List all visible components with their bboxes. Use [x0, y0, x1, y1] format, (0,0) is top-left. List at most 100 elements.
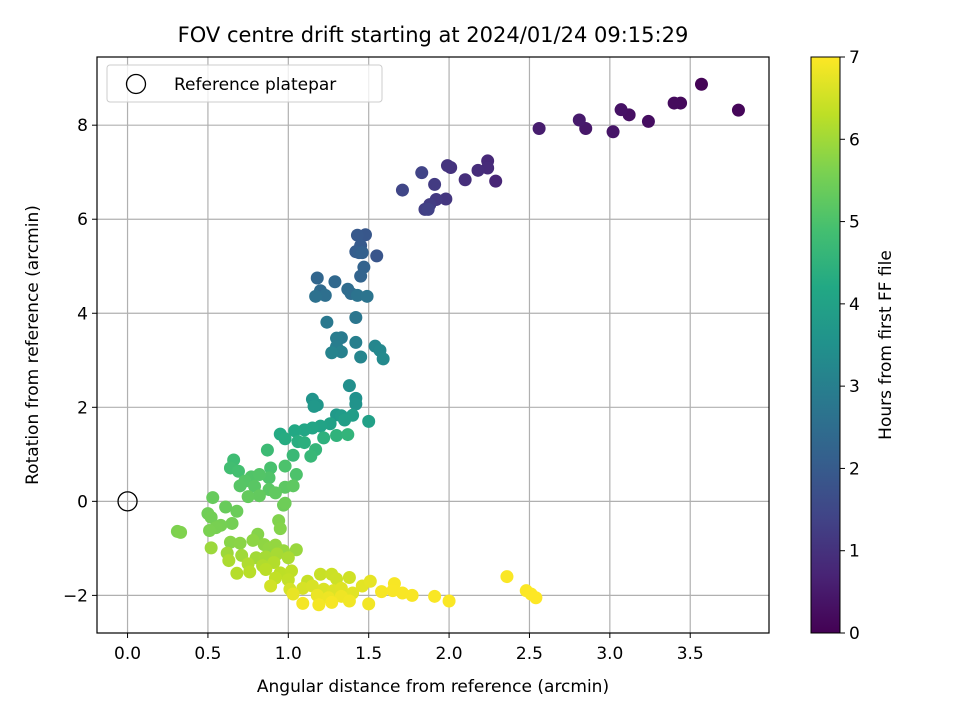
colorbar-tick-label: 0	[849, 624, 860, 644]
data-point	[230, 566, 244, 580]
y-axis-label: Rotation from reference (arcmin)	[23, 205, 43, 485]
data-point	[278, 459, 292, 473]
data-point	[489, 174, 503, 188]
data-point	[259, 563, 273, 577]
data-point	[334, 345, 348, 359]
data-point	[330, 429, 344, 443]
data-point	[278, 496, 292, 510]
data-point	[264, 461, 278, 475]
data-point	[233, 536, 247, 550]
data-point	[342, 594, 356, 608]
data-point	[204, 510, 218, 524]
data-point	[252, 489, 266, 503]
x-tick-label: 1.0	[275, 644, 302, 664]
data-point	[354, 350, 368, 364]
data-point	[355, 246, 369, 260]
data-point	[731, 103, 745, 117]
data-point	[203, 523, 217, 537]
data-point	[375, 585, 389, 599]
data-point	[421, 202, 435, 216]
data-point	[395, 183, 409, 197]
x-tick-label: 1.5	[355, 644, 382, 664]
data-point	[268, 486, 282, 500]
data-point	[405, 588, 419, 602]
data-point	[529, 591, 543, 605]
x-tick-label: 3.5	[677, 644, 704, 664]
x-tick-label: 0.5	[194, 644, 221, 664]
data-point	[694, 77, 708, 91]
data-point	[328, 275, 342, 289]
y-tick-label: 2	[77, 398, 88, 418]
data-points	[170, 77, 745, 612]
data-point	[428, 589, 442, 603]
data-point	[349, 310, 363, 324]
data-point	[288, 424, 302, 438]
chart-title: FOV centre drift starting at 2024/01/24 …	[178, 23, 689, 47]
data-point	[641, 114, 655, 128]
legend: Reference platepar	[106, 64, 383, 103]
data-point	[219, 500, 233, 514]
data-point	[325, 595, 339, 609]
data-point	[442, 594, 456, 608]
data-point	[312, 598, 326, 612]
data-point	[354, 269, 368, 283]
data-point	[289, 543, 303, 557]
colorbar-tick-label: 6	[849, 130, 860, 150]
legend-box	[106, 64, 383, 103]
data-point	[309, 289, 323, 303]
data-point	[428, 177, 442, 191]
data-point	[350, 288, 364, 302]
data-point	[241, 490, 255, 504]
reference-platepar-marker	[117, 491, 138, 512]
data-point	[338, 413, 352, 427]
data-point	[606, 125, 620, 139]
colorbar-tick-label: 2	[849, 459, 860, 479]
data-point	[325, 346, 339, 360]
data-point	[278, 432, 292, 446]
data-point	[313, 567, 327, 581]
data-point	[440, 159, 454, 173]
plot-area-frame	[96, 56, 770, 634]
data-point	[376, 352, 390, 366]
data-point	[223, 535, 237, 549]
data-point	[362, 597, 376, 611]
colorbar-tick-label: 4	[849, 295, 860, 315]
data-point	[286, 587, 300, 601]
data-point	[362, 414, 376, 428]
data-point	[439, 192, 453, 206]
data-point	[286, 479, 300, 493]
y-tick-label: −2	[63, 586, 88, 606]
data-point	[307, 399, 321, 413]
data-point	[243, 565, 257, 579]
legend-marker-icon	[125, 73, 147, 95]
colorbar-tick-label: 1	[849, 542, 860, 562]
data-point	[349, 397, 363, 411]
x-tick-label: 0.0	[114, 644, 141, 664]
data-point	[264, 579, 278, 593]
data-point	[349, 335, 363, 349]
data-point	[233, 479, 247, 493]
data-point	[458, 173, 472, 187]
x-axis-label: Angular distance from reference (arcmin)	[257, 677, 609, 697]
data-point	[296, 596, 310, 610]
data-point	[614, 103, 628, 117]
colorbar-gradient	[810, 56, 841, 634]
data-point	[260, 443, 274, 457]
data-point	[318, 288, 332, 302]
data-point	[297, 436, 311, 450]
legend-entry-reference-platepar: Reference platepar	[174, 75, 336, 95]
data-point	[500, 570, 514, 584]
colorbar-tick-label: 7	[849, 48, 860, 68]
data-point	[370, 249, 384, 263]
data-point	[289, 468, 303, 482]
data-point	[572, 113, 586, 127]
data-point	[341, 428, 355, 442]
data-point	[246, 533, 260, 547]
data-point	[286, 448, 300, 462]
data-point	[206, 491, 220, 505]
x-axis-ticks: 0.0 0.5 1.0 1.5 2.0 2.5 3.0 3.5	[114, 633, 704, 664]
colorbar-tick-label: 5	[849, 213, 860, 233]
colorbar: 0 1 2 3 4 5 6 7 Hours from first FF file	[810, 48, 896, 644]
y-tick-label: 4	[77, 304, 88, 324]
